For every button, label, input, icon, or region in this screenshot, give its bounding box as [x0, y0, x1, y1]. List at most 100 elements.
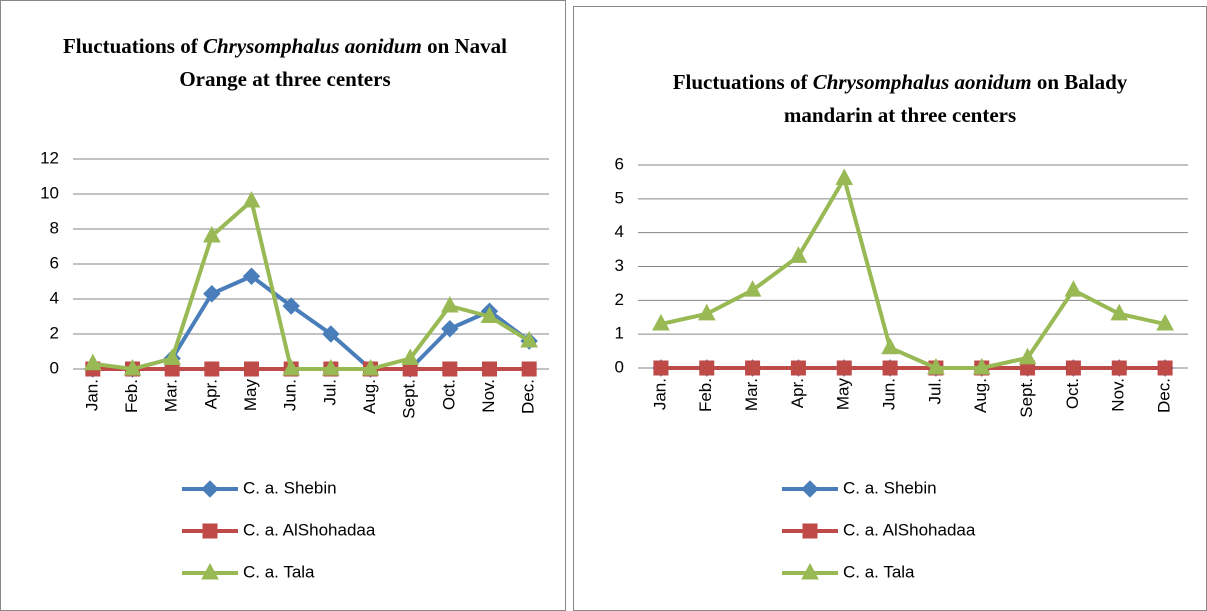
- legend-label: C. a. Tala: [243, 562, 315, 581]
- series-line: [92, 274, 531, 371]
- x-tick-label: May: [834, 378, 853, 411]
- marker: [163, 348, 182, 365]
- marker: [201, 480, 219, 498]
- title-part: on Naval Orange at three centers: [179, 34, 508, 91]
- marker: [361, 358, 380, 376]
- x-tick-label: Dec.: [519, 379, 538, 414]
- title-part: Fluctuations of: [62, 34, 198, 58]
- marker: [321, 358, 340, 376]
- marker: [282, 358, 301, 376]
- y-tick-label: 2: [615, 290, 624, 309]
- chart-title: Fluctuations of Chrysomphalus aonidum on…: [40, 30, 530, 96]
- marker: [282, 297, 300, 315]
- legend-label: C. a. AlShohadaa: [243, 520, 376, 539]
- marker: [242, 267, 261, 285]
- x-tick-label: Apr.: [788, 378, 807, 408]
- x-tick-label: Feb.: [122, 379, 141, 413]
- marker: [652, 313, 670, 331]
- y-tick-label: 5: [615, 188, 624, 207]
- marker: [1157, 360, 1173, 376]
- marker: [789, 246, 808, 263]
- marker: [882, 360, 898, 376]
- x-tick-label: Dec.: [1155, 378, 1174, 413]
- y-tick-label: 0: [615, 357, 624, 376]
- marker: [204, 361, 220, 377]
- marker: [972, 357, 991, 375]
- title-part: on Balady mandarin at three centers: [783, 70, 1128, 127]
- marker: [801, 562, 819, 580]
- marker: [927, 357, 945, 375]
- marker: [1065, 360, 1081, 376]
- x-tick-label: Jul.: [925, 378, 944, 404]
- marker: [1064, 280, 1083, 297]
- marker: [482, 361, 497, 377]
- y-tick-label: 12: [40, 148, 59, 167]
- marker: [201, 562, 219, 580]
- marker: [653, 360, 669, 376]
- marker: [401, 348, 420, 365]
- marker: [802, 523, 818, 539]
- marker: [203, 285, 221, 303]
- title-part: Chrysomphalus aonidum: [812, 70, 1032, 94]
- x-tick-label: Jun.: [880, 378, 899, 410]
- x-tick-label: Aug.: [971, 378, 990, 413]
- x-tick-label: Aug.: [360, 379, 379, 414]
- marker: [836, 360, 852, 376]
- x-tick-label: Nov.: [1109, 378, 1128, 412]
- x-tick-label: Nov.: [479, 379, 498, 413]
- title-part: Fluctuations of: [672, 70, 808, 94]
- legend-label: C. a. Shebin: [243, 478, 337, 497]
- marker: [520, 330, 539, 348]
- y-tick-label: 3: [615, 256, 624, 275]
- x-tick-label: Apr.: [201, 379, 220, 409]
- marker: [697, 303, 716, 321]
- x-tick-label: Oct.: [439, 379, 458, 410]
- marker: [123, 358, 142, 376]
- marker: [699, 360, 715, 376]
- marker: [440, 295, 459, 313]
- y-tick-label: 4: [50, 288, 59, 307]
- x-tick-label: Mar.: [162, 379, 181, 412]
- x-tick-label: Jan.: [650, 378, 669, 410]
- marker: [835, 168, 854, 186]
- y-tick-label: 10: [40, 183, 59, 202]
- marker: [790, 360, 806, 376]
- marker: [322, 325, 340, 343]
- x-tick-label: Oct.: [1063, 378, 1082, 409]
- marker: [442, 361, 458, 377]
- marker: [743, 280, 762, 297]
- y-tick-label: 2: [50, 323, 59, 342]
- y-tick-label: 6: [615, 154, 624, 173]
- marker: [1111, 360, 1127, 376]
- chart-title: Fluctuations of Chrysomphalus aonidum on…: [640, 66, 1160, 132]
- y-tick-label: 6: [50, 253, 59, 272]
- x-tick-label: May: [241, 379, 260, 412]
- legend-label: C. a. Shebin: [843, 478, 937, 497]
- x-tick-label: Feb.: [696, 378, 715, 412]
- title-part: Chrysomphalus aonidum: [202, 34, 422, 58]
- marker: [745, 360, 761, 376]
- marker: [83, 353, 102, 371]
- x-tick-label: Mar.: [742, 378, 761, 411]
- marker: [244, 361, 259, 377]
- y-tick-label: 0: [50, 358, 59, 377]
- x-tick-label: Jan.: [82, 379, 101, 411]
- marker: [1156, 313, 1174, 331]
- marker: [202, 523, 218, 539]
- x-tick-label: Sept.: [1017, 378, 1036, 418]
- y-tick-label: 4: [615, 222, 624, 241]
- marker: [242, 190, 261, 208]
- marker: [881, 337, 899, 355]
- marker: [480, 306, 499, 323]
- marker: [801, 480, 819, 498]
- legend-label: C. a. Tala: [843, 562, 915, 581]
- series-line: [660, 176, 1166, 370]
- marker: [202, 225, 221, 243]
- marker: [521, 361, 537, 377]
- marker: [1018, 347, 1037, 365]
- legend-label: C. a. AlShohadaa: [843, 520, 976, 539]
- x-tick-label: Jul.: [320, 379, 339, 405]
- y-tick-label: 8: [50, 218, 59, 237]
